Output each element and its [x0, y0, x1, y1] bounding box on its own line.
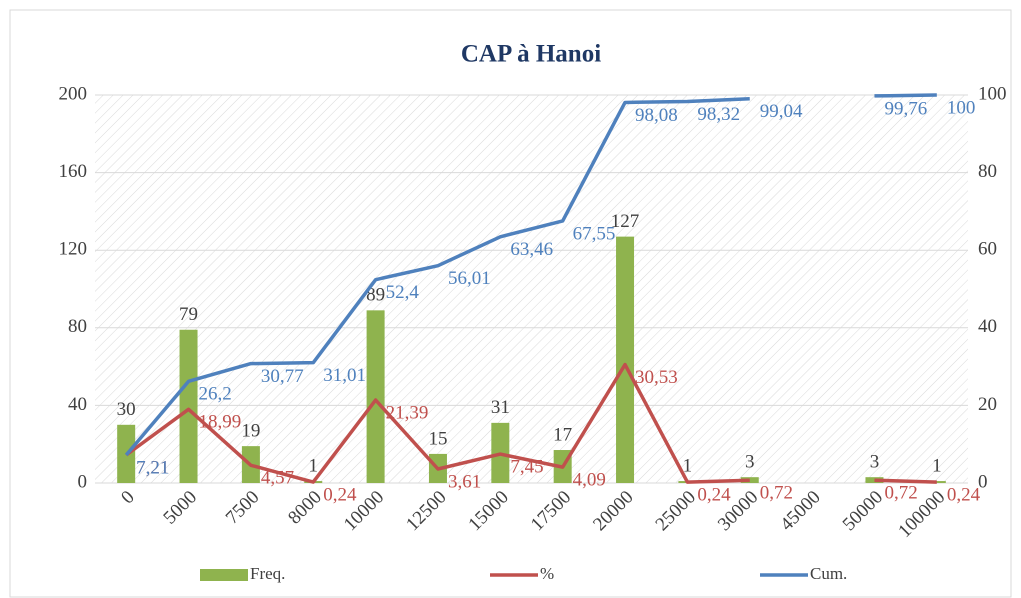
data-label: 79	[179, 304, 198, 325]
data-label: 99,04	[760, 101, 803, 122]
bar	[179, 329, 198, 483]
data-label: 26,2	[199, 384, 232, 405]
legend-swatch	[200, 569, 248, 581]
data-label: 98,32	[697, 104, 740, 125]
data-label: 52,4	[386, 282, 420, 303]
data-label: 0,24	[323, 484, 357, 505]
data-label: 3	[745, 452, 755, 473]
data-label: 30	[117, 399, 136, 420]
data-label: 21,39	[386, 402, 429, 423]
y-tick-label: 120	[59, 239, 88, 260]
legend-label: Cum.	[810, 564, 847, 583]
legend-label: Freq.	[250, 564, 285, 583]
data-label: 18,99	[199, 412, 242, 433]
y-tick-label: 40	[68, 394, 87, 415]
data-label: 89	[366, 285, 385, 306]
data-label: 1	[932, 455, 942, 476]
bar	[366, 310, 385, 483]
data-label: 98,08	[635, 105, 678, 126]
y-tick-label: 0	[78, 471, 88, 492]
data-label: 31,01	[323, 365, 366, 386]
data-label: 17	[553, 424, 572, 445]
y-tick-label: 80	[68, 316, 87, 337]
y2-tick-label: 20	[978, 394, 997, 415]
data-label: 0,72	[760, 483, 793, 504]
y-tick-label: 160	[59, 161, 88, 182]
data-label: 30,77	[261, 366, 304, 387]
line	[125, 362, 937, 484]
y2-tick-label: 100	[978, 83, 1007, 104]
data-label: 7,21	[136, 457, 169, 478]
data-label: 1	[683, 455, 693, 476]
y2-tick-label: 40	[978, 316, 997, 337]
data-label: 3	[870, 452, 880, 473]
data-label: 3,61	[448, 471, 481, 492]
data-label: 99,76	[884, 98, 927, 119]
bar	[865, 477, 884, 483]
data-label: 63,46	[510, 239, 553, 260]
data-label: 0,72	[884, 483, 917, 504]
plot-area	[95, 95, 968, 483]
bar	[616, 236, 635, 483]
y2-tick-label: 60	[978, 239, 997, 260]
data-label: 4,57	[261, 468, 294, 489]
data-label: 19	[241, 420, 260, 441]
data-label: 7,45	[510, 456, 543, 477]
data-label: 0,24	[947, 484, 981, 505]
data-label: 127	[611, 211, 640, 232]
data-label: 15	[428, 428, 447, 449]
data-label: 0,24	[697, 484, 731, 505]
data-label: 4,09	[573, 469, 606, 490]
data-label: 31	[491, 397, 510, 418]
data-label: 7,21	[136, 457, 169, 478]
bar	[740, 477, 759, 483]
chart-title: CAP à Hanoi	[461, 41, 601, 68]
data-label: 100	[947, 97, 976, 118]
y2-tick-label: 0	[978, 471, 988, 492]
data-label: 1	[309, 455, 319, 476]
data-label: 67,55	[573, 223, 616, 244]
data-label: 30,53	[635, 367, 678, 388]
data-label: 56,01	[448, 268, 491, 289]
y-tick-label: 200	[59, 83, 88, 104]
line	[124, 93, 937, 457]
y2-tick-label: 80	[978, 161, 997, 182]
legend-label: %	[540, 564, 554, 583]
